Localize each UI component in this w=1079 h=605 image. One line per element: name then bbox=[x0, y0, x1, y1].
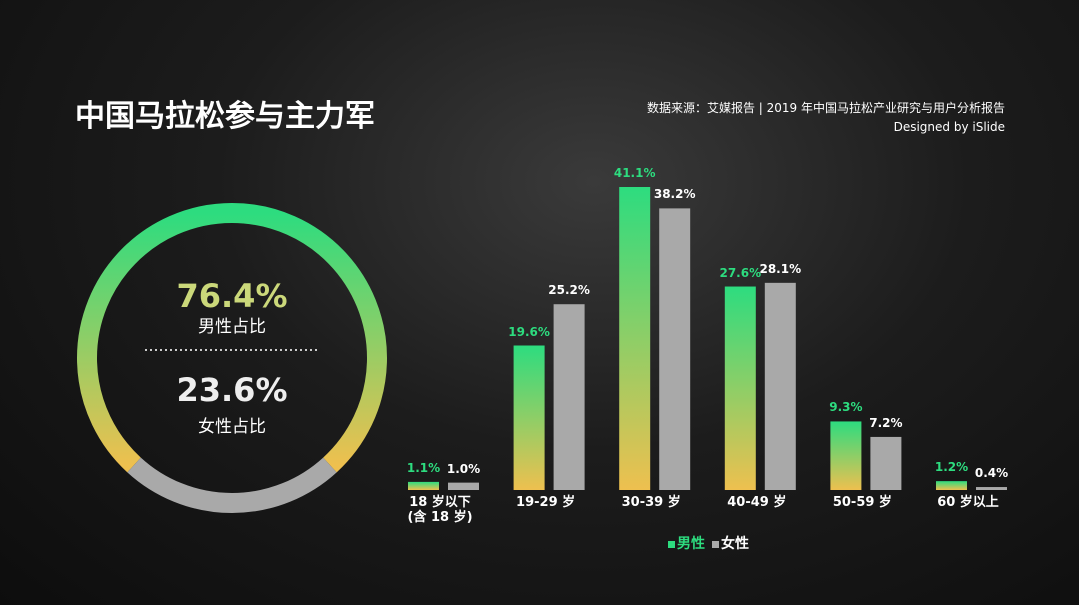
x-tick-label: 19-29 岁 bbox=[516, 495, 576, 510]
legend-label: 男性 bbox=[677, 536, 705, 552]
value-label: 1.0% bbox=[446, 461, 481, 476]
title: 中国马拉松参与主力军 bbox=[75, 99, 375, 134]
bar bbox=[408, 481, 439, 490]
value-label: 19.6% bbox=[508, 324, 550, 339]
value-label: 0.4% bbox=[974, 466, 1009, 481]
bar bbox=[448, 482, 479, 490]
bar bbox=[553, 304, 585, 490]
value-label: 38.2% bbox=[653, 187, 696, 202]
donut-segment bbox=[77, 203, 387, 473]
donut-label: 女性占比 bbox=[198, 417, 266, 437]
x-tick-label: 18 岁以下 (含 18 岁) bbox=[407, 495, 473, 525]
bar bbox=[513, 345, 545, 490]
value-label: 1.2% bbox=[934, 460, 969, 475]
value-label: 7.2% bbox=[869, 415, 903, 430]
source: 数据来源：艾媒报告 | 2019 年中国马拉松产业研究与用户分析报告 bbox=[646, 101, 1005, 115]
bar bbox=[724, 286, 756, 490]
bar bbox=[976, 487, 1007, 490]
value-label: 28.1% bbox=[759, 261, 802, 276]
legend-swatch bbox=[668, 541, 675, 548]
donut-label: 男性占比 bbox=[198, 317, 266, 337]
x-tick-label: 60 岁以上 bbox=[937, 495, 999, 510]
value-label: 1.1% bbox=[406, 460, 441, 475]
bar bbox=[870, 436, 902, 490]
donut-value: 23.6% bbox=[176, 371, 288, 409]
bar bbox=[619, 187, 651, 490]
bar bbox=[830, 421, 862, 490]
credit: Designed by iSlide bbox=[893, 120, 1005, 134]
x-tick-label: 50-59 岁 bbox=[832, 495, 892, 510]
value-label: 25.2% bbox=[548, 283, 590, 298]
x-tick-label: 30-39 岁 bbox=[621, 495, 681, 510]
donut-segment bbox=[127, 457, 337, 513]
value-label: 27.6% bbox=[719, 265, 762, 280]
donut-value: 76.4% bbox=[176, 277, 288, 315]
legend-label: 女性 bbox=[721, 536, 749, 552]
value-label: 41.1% bbox=[613, 166, 656, 180]
bar bbox=[764, 282, 796, 490]
bar bbox=[659, 208, 691, 490]
x-tick-label: 40-49 岁 bbox=[727, 495, 787, 510]
legend-swatch bbox=[712, 541, 719, 548]
bar bbox=[936, 481, 967, 490]
value-label: 9.3% bbox=[829, 400, 863, 415]
